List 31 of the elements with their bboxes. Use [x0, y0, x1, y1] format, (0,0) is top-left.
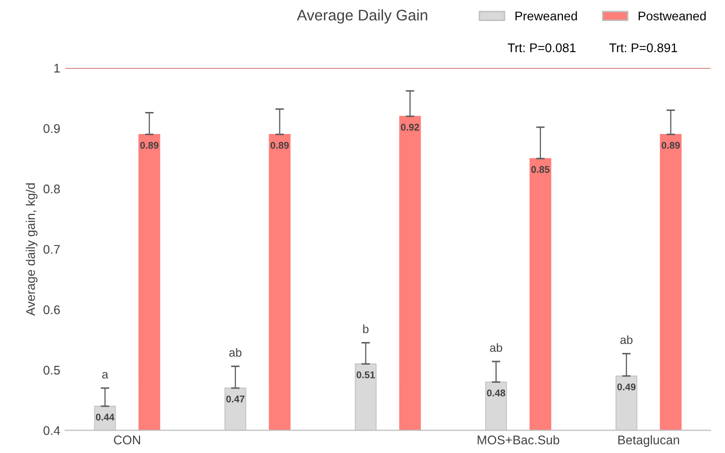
text: Trt: P=0.081: [508, 43, 576, 52]
data-label: 0.49: [617, 383, 636, 390]
annotation: ab: [229, 348, 242, 357]
text: Trt: P=0.891: [609, 43, 678, 52]
annotation: a: [102, 372, 108, 378]
annotation: ab: [490, 343, 502, 352]
data-label: 0.92: [400, 124, 420, 131]
data-label: 0.89: [140, 142, 158, 149]
y-tick-label: 0.9: [44, 124, 60, 133]
y-tick-label: 0.6: [44, 305, 60, 314]
x-tick-label: CON: [114, 436, 140, 444]
chart-title: Average Daily Gain: [296, 9, 428, 24]
data-label: 0.47: [226, 396, 244, 402]
y-axis-title: Average daily gain, kg/d: [26, 183, 38, 316]
legend-label: Preweaned: [515, 11, 577, 20]
data-label: 0.89: [662, 142, 680, 149]
y-tick-label: 0.4: [44, 426, 60, 435]
x-tick-label: Betaglucan: [618, 435, 680, 447]
data-label: 0.51: [356, 371, 375, 378]
y-tick-label: 0.8: [44, 184, 60, 194]
data-label: 0.89: [270, 142, 289, 149]
y-tick-label: 0.5: [44, 366, 60, 375]
y-tick-label: 0.7: [44, 244, 60, 254]
x-tick-label: MOS+Bac.Sub: [478, 435, 560, 444]
legend-label: Postweaned: [638, 11, 706, 20]
annotation: b: [363, 324, 369, 334]
annotation: ab: [620, 335, 632, 344]
data-label: 0.48: [486, 390, 506, 396]
data-label: 0.85: [531, 166, 550, 173]
data-label: 0.44: [96, 414, 114, 421]
y-tick-label: 1: [54, 64, 60, 72]
